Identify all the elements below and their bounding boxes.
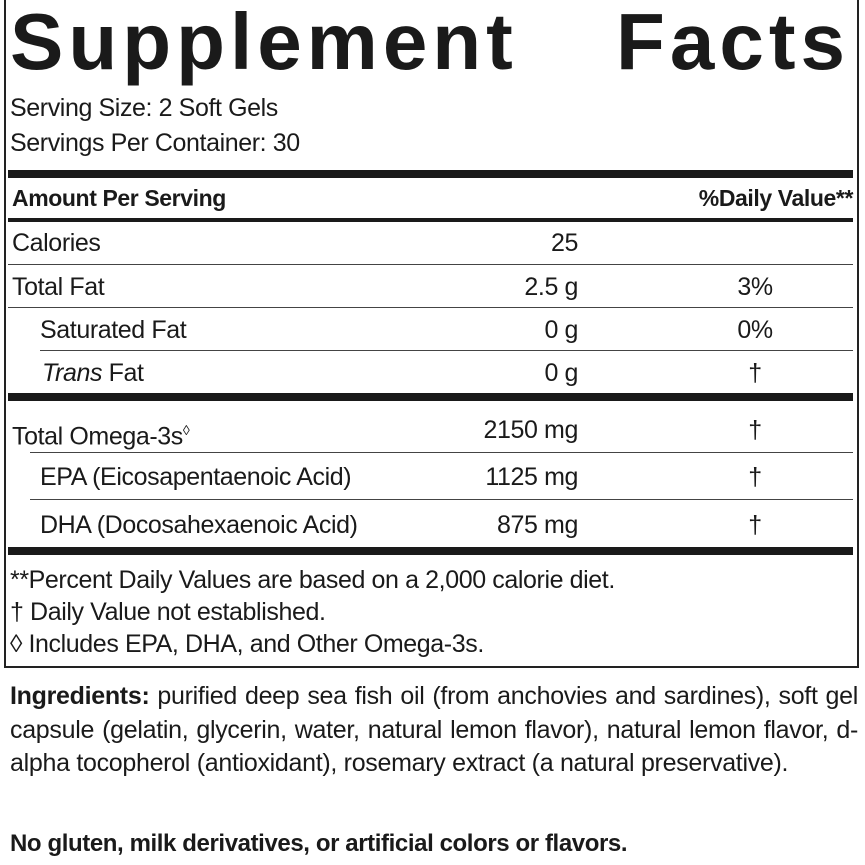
nutrient-dv: 3% xyxy=(737,273,773,301)
nutrient-dv: † xyxy=(748,511,762,539)
title-word: Supplement xyxy=(10,0,518,86)
footnote: **Percent Daily Values are based on a 2,… xyxy=(10,566,615,594)
nutrient-name: Trans Fat xyxy=(42,358,144,388)
divider-thin xyxy=(40,350,853,351)
nutrient-amount: 1125 mg xyxy=(485,463,578,491)
lozenge-mark: ◊ xyxy=(182,422,190,438)
nutrient-dv: † xyxy=(748,359,762,387)
nutrient-amount: 2.5 g xyxy=(524,273,578,301)
nutrient-amount: 2150 mg xyxy=(483,416,579,444)
divider-thin xyxy=(30,499,853,500)
free-from-statement: No gluten, milk derivatives, or artifici… xyxy=(10,830,628,857)
panel-title: Supplement Facts xyxy=(10,2,850,82)
nutrient-name: Calories xyxy=(12,229,101,257)
serving-size: Serving Size: 2 Soft Gels xyxy=(10,94,278,122)
nutrient-amount: 25 xyxy=(550,229,578,257)
nutrient-amount: 0 g xyxy=(544,316,578,344)
footnote: † Daily Value not established. xyxy=(10,598,326,626)
amount-per-serving-header: Amount Per Serving xyxy=(12,185,226,211)
title-word: Facts xyxy=(616,0,850,86)
nutrient-name: EPA (Eicosapentaenoic Acid) xyxy=(40,463,352,491)
nutrient-name: Total Omega-3s◊ xyxy=(12,415,190,451)
divider-thick xyxy=(8,547,853,555)
nutrient-amount: 0 g xyxy=(544,359,578,387)
nutrient-name: Saturated Fat xyxy=(40,316,187,344)
trans-italic: Trans xyxy=(42,359,103,387)
ingredients-label: Ingredients: xyxy=(10,682,150,710)
nutrient-amount: 875 mg xyxy=(497,511,578,539)
footnote: ◊ Includes EPA, DHA, and Other Omega-3s. xyxy=(10,630,484,658)
divider-medium xyxy=(8,218,853,222)
ingredients: Ingredients: purified deep sea fish oil … xyxy=(10,680,858,781)
omega-label: Total Omega-3s xyxy=(12,422,183,451)
trans-rest: Fat xyxy=(102,359,144,387)
divider-thin xyxy=(8,264,853,265)
nutrient-dv: 0% xyxy=(737,316,773,344)
nutrient-dv: † xyxy=(748,416,762,444)
divider-thick xyxy=(8,393,853,401)
divider-thin xyxy=(30,452,853,453)
divider-thick xyxy=(8,170,853,178)
divider-thin xyxy=(8,307,853,308)
nutrient-dv: † xyxy=(748,463,762,491)
nutrient-name: Total Fat xyxy=(12,273,105,301)
supplement-facts-panel xyxy=(4,0,859,668)
daily-value-header: %Daily Value** xyxy=(698,185,854,211)
nutrient-name: DHA (Docosahexaenoic Acid) xyxy=(40,511,358,539)
servings-per-container: Servings Per Container: 30 xyxy=(10,129,300,157)
ingredients-text: purified deep sea fish oil (from anchovi… xyxy=(10,682,858,777)
